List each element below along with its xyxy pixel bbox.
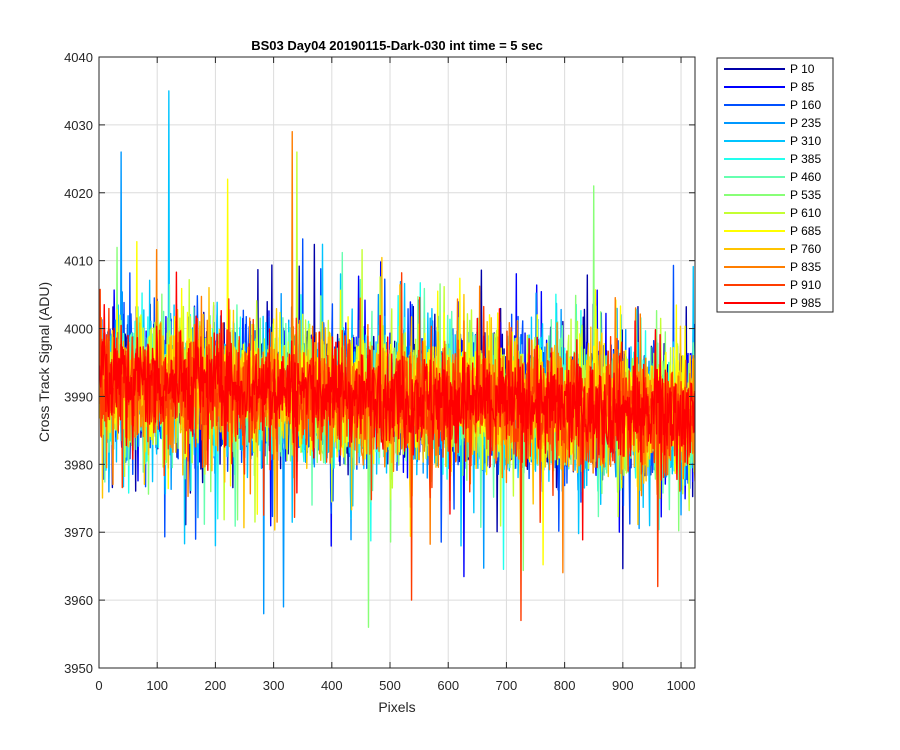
x-tick-labels: 0 100 200 300 400 500 600 700 800 900 1000 <box>95 678 695 693</box>
series-layer <box>99 90 695 628</box>
chart-title: BS03 Day04 20190115-Dark-030 int time = … <box>251 38 543 53</box>
x-tick-label: 1000 <box>667 678 696 693</box>
x-tick-label: 700 <box>496 678 518 693</box>
y-tick-label: 3960 <box>64 593 93 608</box>
y-tick-label: 4030 <box>64 118 93 133</box>
y-tick-label: 3950 <box>64 661 93 676</box>
y-tick-label: 3990 <box>64 389 93 404</box>
x-tick-label: 400 <box>321 678 343 693</box>
x-tick-label: 200 <box>205 678 227 693</box>
y-tick-label: 3980 <box>64 457 93 472</box>
x-tick-label: 100 <box>146 678 168 693</box>
legend-box <box>716 57 834 313</box>
series-line-p-985 <box>99 271 695 541</box>
legend-label: P 10 <box>790 62 815 76</box>
x-tick-label: 600 <box>437 678 459 693</box>
legend: P 10 P 85 P 160 P 235 P 310 P 385 P 460 P 535 P … <box>716 57 834 313</box>
y-tick-labels: 3950 3960 3970 3980 3990 4000 4010 4020 4030 4040 <box>64 50 93 676</box>
x-tick-label: 500 <box>379 678 401 693</box>
x-tick-label: 900 <box>612 678 634 693</box>
y-tick-label: 4020 <box>64 186 93 201</box>
legend-label: P 160 <box>790 98 821 112</box>
legend-label: P 385 <box>790 152 821 166</box>
legend-label: P 985 <box>790 296 821 310</box>
legend-label: P 460 <box>790 170 821 184</box>
x-axis-label: Pixels <box>378 699 415 715</box>
legend-label: P 535 <box>790 188 821 202</box>
legend-label: P 85 <box>790 80 815 94</box>
x-tick-label: 800 <box>554 678 576 693</box>
y-tick-label: 4000 <box>64 322 93 337</box>
y-tick-label: 3970 <box>64 525 93 540</box>
legend-label: P 235 <box>790 116 821 130</box>
axes-box <box>98 56 696 669</box>
y-tick-label: 4010 <box>64 254 93 269</box>
legend-label: P 685 <box>790 224 821 238</box>
y-tick-label: 4040 <box>64 50 93 65</box>
legend-label: P 835 <box>790 260 821 274</box>
x-tick-label: 0 <box>95 678 102 693</box>
legend-label: P 310 <box>790 134 821 148</box>
y-axis-label: Cross Track Signal (ADU) <box>36 282 52 442</box>
legend-label: P 910 <box>790 278 821 292</box>
legend-label: P 760 <box>790 242 821 256</box>
x-tick-label: 300 <box>263 678 285 693</box>
legend-label: P 610 <box>790 206 821 220</box>
ticks <box>98 56 695 669</box>
